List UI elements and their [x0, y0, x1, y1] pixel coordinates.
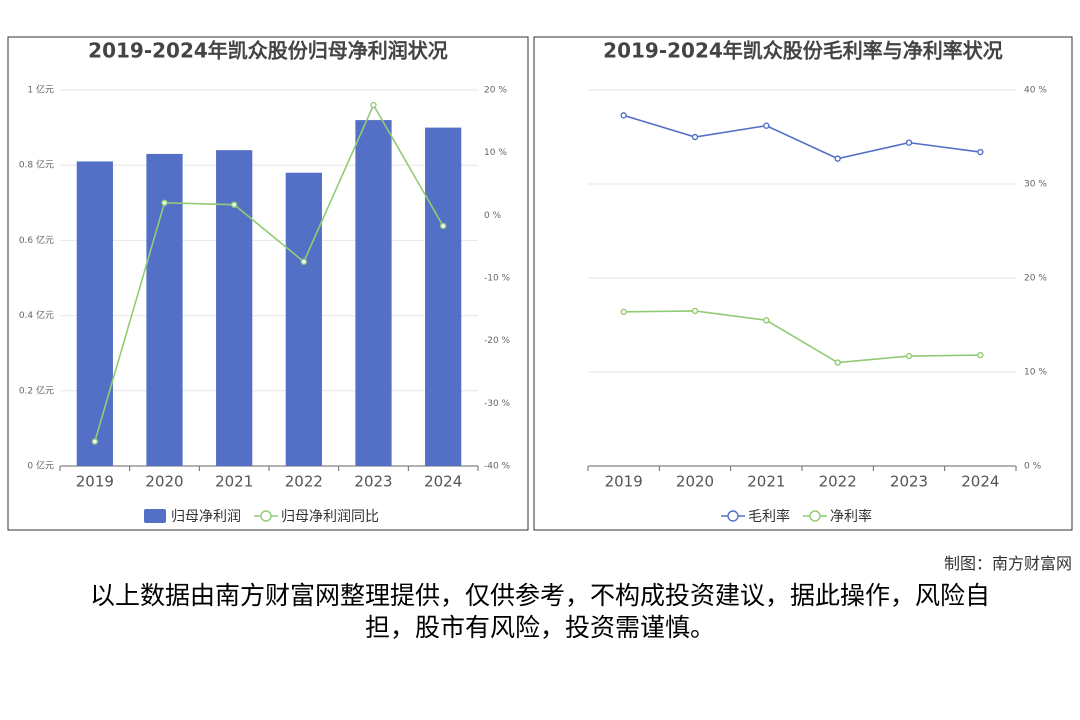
line-point: [905, 139, 913, 146]
line-point: [370, 101, 377, 109]
line-point: [620, 308, 627, 316]
bar: [285, 172, 322, 466]
y-tick-label: 0.2 亿元: [19, 384, 54, 396]
x-tick-label: 2020: [145, 473, 183, 491]
y-tick-label: 20 %: [1024, 274, 1047, 284]
chart-title: 2019-2024年凯众股份毛利率与净利率状况: [603, 39, 1003, 63]
x-tick-label: 2024: [961, 473, 999, 491]
y2-tick-label: -10 %: [484, 274, 511, 284]
legend-label: 归母净利润同比: [281, 508, 379, 525]
source: 制图：南方财富网: [943, 554, 1072, 573]
line: [94, 103, 444, 442]
legend-swatch: [260, 510, 272, 522]
disclaimer: 以上数据由南方财富网整理提供，仅供参考，不构成投资建议，据此操作，风险自担，股市…: [89, 581, 990, 642]
panel-border: [7, 36, 529, 531]
line-point: [834, 359, 841, 366]
x-tick-label: 2023: [354, 473, 392, 491]
line-point: [620, 112, 627, 119]
x-tick-label: 2021: [215, 473, 253, 491]
legend-label: 归母净利润: [171, 508, 241, 525]
x-tick-label: 2022: [285, 473, 323, 491]
y-tick-label: 0.8 亿元: [19, 159, 54, 171]
y-tick-label: 1 亿元: [27, 84, 54, 96]
bar: [355, 120, 392, 466]
y2-tick-label: -20 %: [484, 336, 511, 346]
y-tick-label: 0.6 亿元: [19, 234, 54, 246]
chart-title: 2019-2024年凯众股份归母净利润状况: [88, 39, 448, 63]
line-point: [300, 258, 308, 265]
line-point: [691, 307, 699, 315]
y-tick-label: 0.4 亿元: [19, 309, 54, 321]
line-point: [977, 351, 984, 359]
line-point: [161, 199, 168, 207]
y-tick-label: 10 %: [1024, 368, 1047, 378]
y2-tick-label: -40 %: [484, 462, 511, 472]
x-tick-label: 2020: [676, 473, 714, 491]
x-tick-label: 2023: [890, 473, 928, 491]
bar: [425, 127, 462, 466]
legend-swatch: [144, 509, 166, 523]
x-tick-label: 2019: [76, 473, 114, 491]
line-point: [763, 317, 770, 324]
line-point: [439, 222, 447, 230]
line: [623, 310, 981, 364]
line-point: [230, 201, 238, 208]
y2-tick-label: 0 %: [484, 211, 502, 221]
bar: [76, 161, 113, 466]
line-point: [977, 148, 984, 156]
y-tick-label: 0 %: [1024, 462, 1042, 472]
legend-label: 毛利率: [748, 508, 790, 525]
legend-label: 净利率: [830, 508, 872, 525]
y-tick-label: 30 %: [1024, 180, 1047, 190]
x-tick-label: 2024: [424, 473, 462, 491]
line-point: [834, 155, 841, 162]
y-tick-label: 40 %: [1024, 86, 1047, 96]
x-tick-label: 2021: [747, 473, 785, 491]
y2-tick-label: 10 %: [484, 148, 507, 158]
y-tick-label: 0 亿元: [27, 460, 54, 472]
bar: [216, 150, 253, 466]
y2-tick-label: -30 %: [484, 399, 511, 409]
y2-tick-label: 20 %: [484, 86, 507, 96]
legend-swatch: [809, 510, 821, 522]
charts: 2019-2024年凯众股份归母净利润状况 0 亿元 0.2 亿元 0.4 亿元 0.6…: [7, 36, 1073, 531]
line: [623, 114, 981, 160]
line-point: [763, 122, 770, 129]
x-tick-label: 2019: [605, 473, 643, 491]
line-point: [905, 352, 913, 360]
panel-border: [533, 36, 1073, 531]
line-point: [691, 133, 699, 141]
legend-swatch: [727, 510, 739, 522]
x-tick-label: 2022: [819, 473, 857, 491]
line-point: [91, 438, 99, 445]
